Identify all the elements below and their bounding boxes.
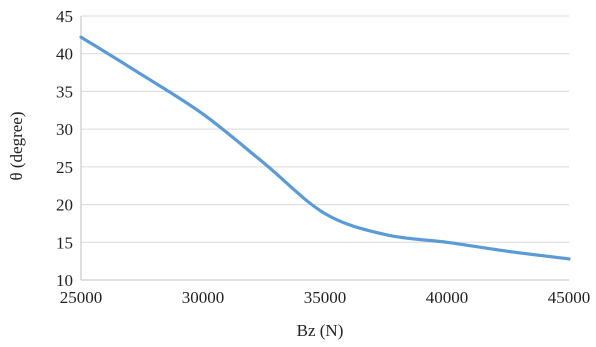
grid-layer: [81, 15, 569, 243]
y-tick-label: 35: [56, 82, 73, 101]
x-tick-label: 25000: [60, 288, 103, 307]
y-tick-label: 30: [56, 120, 73, 139]
y-tick-label: 15: [56, 233, 73, 252]
y-tick-label: 25: [56, 158, 73, 177]
y-tick-label: 10: [56, 271, 73, 290]
x-tick-label: 35000: [304, 288, 347, 307]
y-tick-label: 45: [56, 7, 73, 26]
x-axis-title: Bz (N): [297, 321, 344, 340]
y-axis-title: θ (degree): [7, 111, 26, 180]
axis-layer: [80, 16, 569, 281]
x-tick-label: 45000: [548, 288, 591, 307]
series-layer: [79, 35, 571, 261]
x-tick-label: 30000: [182, 288, 225, 307]
x-tick-label: 40000: [426, 288, 469, 307]
y-tick-label: 40: [56, 45, 73, 64]
series-line: [79, 35, 571, 261]
y-tick-label: 20: [56, 196, 73, 215]
tick-layer: 10 15 20 25 30 35 40 45 25000 30000 35000 40000 4500…: [56, 7, 590, 307]
